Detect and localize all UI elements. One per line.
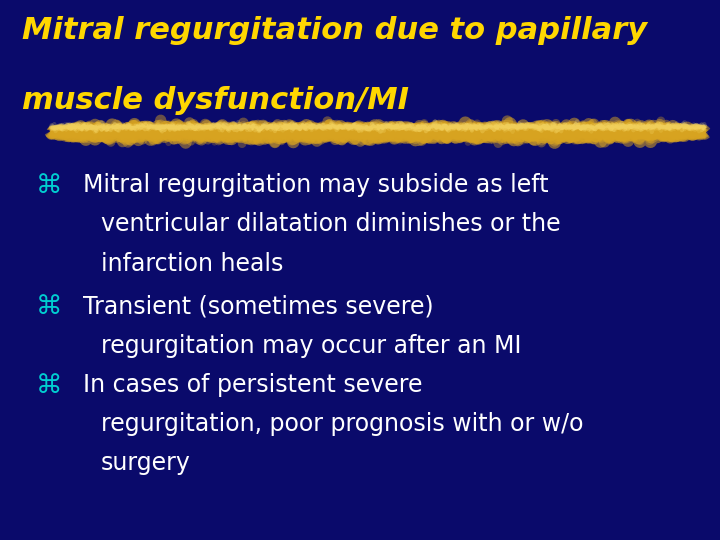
Text: infarction heals: infarction heals <box>101 252 283 275</box>
Text: muscle dysfunction/MI: muscle dysfunction/MI <box>22 86 409 116</box>
Text: regurgitation, poor prognosis with or w/o: regurgitation, poor prognosis with or w/… <box>101 412 583 436</box>
Text: Mitral regurgitation may subside as left: Mitral regurgitation may subside as left <box>83 173 549 197</box>
Text: regurgitation may occur after an MI: regurgitation may occur after an MI <box>101 334 521 357</box>
Text: ventricular dilatation diminishes or the: ventricular dilatation diminishes or the <box>101 212 560 236</box>
Text: Transient (sometimes severe): Transient (sometimes severe) <box>83 294 433 318</box>
Text: ⌘: ⌘ <box>36 294 63 320</box>
Text: In cases of persistent severe: In cases of persistent severe <box>83 373 423 396</box>
Text: Mitral regurgitation due to papillary: Mitral regurgitation due to papillary <box>22 16 647 45</box>
Text: ⌘: ⌘ <box>36 373 63 399</box>
Text: ⌘: ⌘ <box>36 173 63 199</box>
Text: surgery: surgery <box>101 451 191 475</box>
